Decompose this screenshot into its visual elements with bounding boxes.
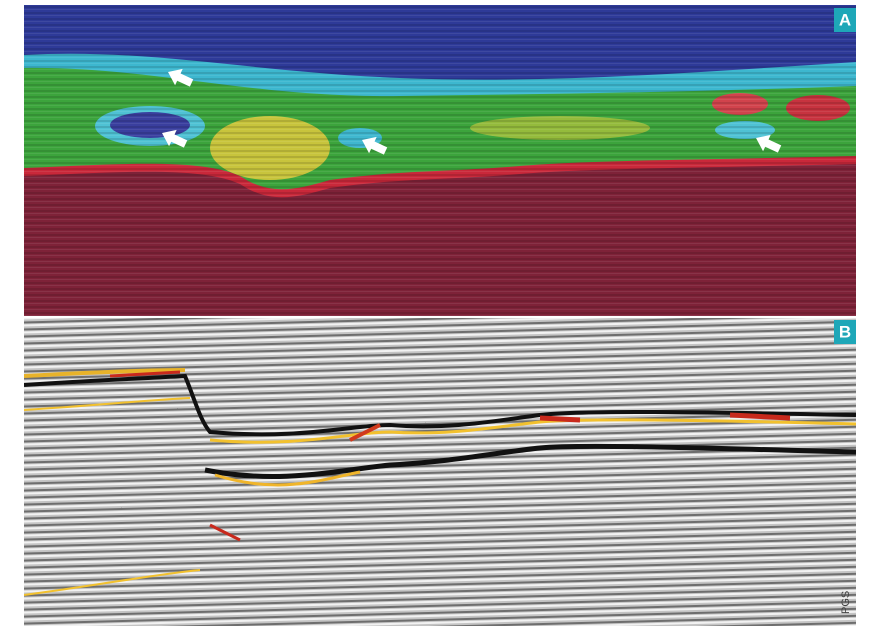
credit: PGS <box>840 591 852 614</box>
seismic-section <box>24 318 856 626</box>
panel-b <box>24 318 856 626</box>
panel-label: A <box>839 10 851 29</box>
panel-label: B <box>839 322 851 341</box>
figure: A B PGS <box>0 0 869 628</box>
texture <box>24 5 856 316</box>
panel-a <box>24 5 856 316</box>
